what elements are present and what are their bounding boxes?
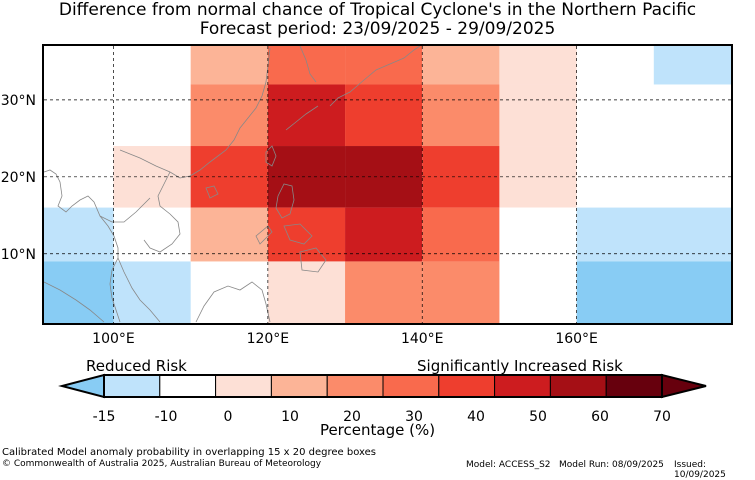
map-frame <box>42 44 733 325</box>
risk-cell <box>267 261 346 323</box>
lat-tick-label: 30°N <box>1 93 36 109</box>
colorbar-under-arrow <box>58 373 105 399</box>
taiwan-coast <box>265 145 277 167</box>
indochina-coast <box>119 47 271 179</box>
risk-cell <box>44 261 114 323</box>
risk-cell <box>422 46 500 85</box>
risk-cell <box>576 207 731 262</box>
risk-cell <box>576 261 731 323</box>
gulf-coast <box>99 197 151 223</box>
lon-tick-label: 100°E <box>92 331 135 347</box>
colorbar-tick-label: 70 <box>653 409 671 425</box>
risk-cell <box>190 46 268 85</box>
footer-note: Calibrated Model anomaly probability in … <box>2 447 377 458</box>
palawan-coast <box>255 225 273 245</box>
lon-tick-label: 160°E <box>555 331 598 347</box>
colorbar-segment <box>326 374 384 398</box>
asia-coast <box>43 169 121 323</box>
colorbar-segment <box>215 374 272 398</box>
tc-risk-map: 30°N 20°N 10°N 100°E 120°E 140°E 160°E -15 -10 0… <box>1 44 733 425</box>
axis-labels: 30°N 20°N 10°N 100°E 120°E 140°E 160°E <box>1 93 598 347</box>
malay-coast <box>117 257 161 323</box>
colorbar-over-arrow <box>661 373 707 399</box>
risk-cell <box>345 46 423 85</box>
map-title: Difference from normal chance of Tropica… <box>58 0 697 20</box>
lat-tick-label: 10°N <box>1 247 36 263</box>
vietnam-coast <box>143 171 181 253</box>
borneo-coast <box>195 281 271 323</box>
colorbar-segment <box>382 374 440 398</box>
graticule <box>44 46 731 323</box>
luzon-coast <box>275 183 295 219</box>
reduced-risk-label: Reduced Risk <box>86 357 187 375</box>
visayas-coast <box>283 223 313 245</box>
colorbar-tick-label: 0 <box>224 409 233 425</box>
risk-cell <box>345 261 423 323</box>
risk-cell <box>267 207 346 262</box>
mindanao-coast <box>299 247 327 273</box>
lon-tick-label: 120°E <box>247 331 290 347</box>
colorbar-tick-label: 10 <box>281 409 299 425</box>
risk-cell <box>190 84 268 147</box>
colorbar-segment <box>549 374 607 398</box>
colorbar-tick-label: -10 <box>155 409 178 425</box>
forecast-period: Forecast period: 23/09/2025 - 29/09/2025 <box>199 19 556 39</box>
colorbar-frame <box>103 374 663 398</box>
risk-cell <box>422 261 500 323</box>
coastline <box>43 45 421 323</box>
risk-cell <box>422 84 500 147</box>
risk-cell <box>190 207 268 262</box>
risk-cell <box>499 46 577 85</box>
colorbar-tick-label: -15 <box>93 409 116 425</box>
ryukyu-islands <box>285 105 319 131</box>
risk-cells <box>44 46 731 323</box>
risk-cell <box>422 207 500 262</box>
colorbar-segment <box>494 374 551 398</box>
colorbar-segment <box>605 374 663 398</box>
lat-tick-label: 20°N <box>1 170 36 186</box>
colorbar-segment <box>103 374 161 398</box>
risk-cell <box>267 84 346 147</box>
footer-model-run: Model Run: 08/09/2025 <box>559 460 664 470</box>
risk-cell <box>653 46 731 85</box>
footer-model: Model: ACCESS_S2 <box>466 460 551 470</box>
sumatra-coast <box>43 281 105 323</box>
hainan-coast <box>205 185 219 199</box>
korea-coast <box>299 45 317 83</box>
colorbar-tick-label: 50 <box>529 409 547 425</box>
increased-risk-label: Significantly Increased Risk <box>417 357 623 375</box>
japan-coast <box>329 45 421 107</box>
risk-cell <box>499 207 577 262</box>
risk-cell <box>345 84 423 147</box>
colorbar-segment <box>270 374 328 398</box>
lon-tick-label: 140°E <box>401 331 444 347</box>
risk-cell <box>499 84 577 147</box>
risk-cell <box>267 46 346 85</box>
colorbar-tick-label: 40 <box>467 409 485 425</box>
colorbar-unit-label: Percentage (%) <box>319 421 436 439</box>
colorbar-tick-label: 30 <box>405 409 423 425</box>
risk-cell <box>44 207 114 262</box>
colorbar: -15 -10 0 10 20 30 40 50 60 70 <box>58 373 707 425</box>
footer-copyright: © Commonwealth of Australia 2025, Austra… <box>2 459 322 469</box>
colorbar-segment <box>438 374 496 398</box>
footer-issued: Issued: 10/09/2025 <box>674 460 726 480</box>
risk-cell <box>113 261 191 323</box>
colorbar-tick-label: 60 <box>591 409 609 425</box>
risk-cell <box>113 84 191 147</box>
colorbar-segment <box>159 374 217 398</box>
risk-cell <box>345 207 423 262</box>
colorbar-tick-label: 20 <box>343 409 361 425</box>
